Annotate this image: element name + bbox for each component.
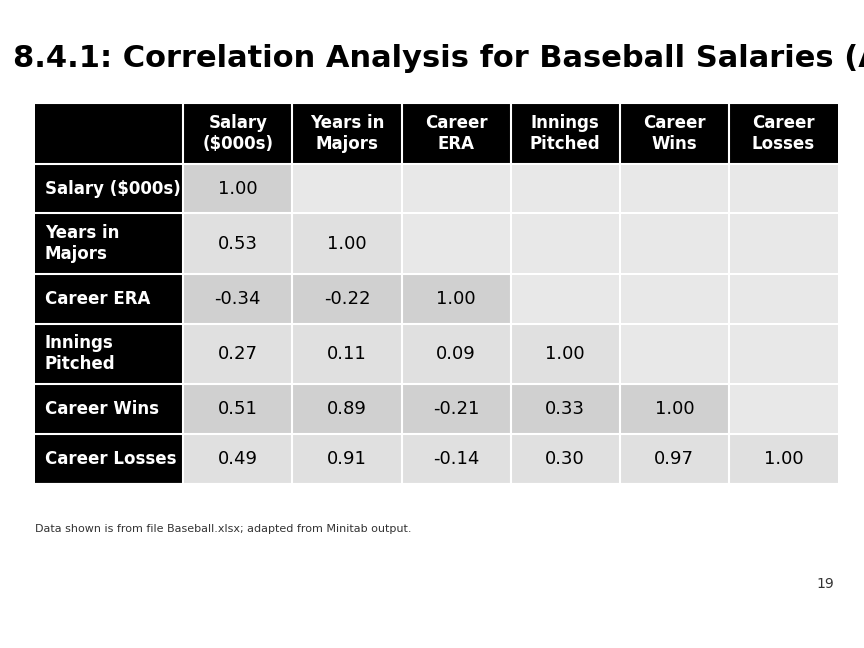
Bar: [35, 434, 183, 484]
Bar: [292, 274, 402, 323]
Bar: [183, 163, 292, 213]
Bar: [292, 384, 402, 434]
Text: 1.00: 1.00: [218, 179, 257, 198]
Bar: [292, 434, 402, 484]
Bar: [183, 213, 292, 274]
Bar: [729, 274, 838, 323]
Text: Innings
Pitched: Innings Pitched: [45, 334, 116, 373]
Bar: [292, 323, 402, 384]
Bar: [183, 323, 292, 384]
Text: 1.00: 1.00: [545, 345, 585, 363]
Bar: [511, 384, 619, 434]
Text: 0.11: 0.11: [327, 345, 367, 363]
Bar: [183, 384, 292, 434]
Text: Innings
Pitched: Innings Pitched: [530, 114, 600, 153]
Bar: [183, 434, 292, 484]
Bar: [729, 103, 838, 163]
Text: 0.51: 0.51: [218, 400, 257, 418]
Text: Career
Wins: Career Wins: [643, 114, 706, 153]
Text: 1.00: 1.00: [436, 290, 476, 308]
Text: © 2013 Cengage Learning. All Rights Reserved. May not be copied, scanned, or dup: © 2013 Cengage Learning. All Rights Rese…: [144, 619, 720, 638]
Bar: [511, 213, 619, 274]
Text: Career Losses: Career Losses: [45, 450, 176, 468]
Bar: [511, 323, 619, 384]
Bar: [511, 103, 619, 163]
Bar: [292, 213, 402, 274]
Bar: [729, 163, 838, 213]
Bar: [35, 163, 183, 213]
Bar: [511, 163, 619, 213]
Bar: [729, 213, 838, 274]
Bar: [402, 103, 511, 163]
Bar: [619, 213, 729, 274]
Bar: [35, 323, 183, 384]
Bar: [619, 434, 729, 484]
Text: 0.89: 0.89: [327, 400, 367, 418]
Bar: [729, 323, 838, 384]
Text: Salary ($000s): Salary ($000s): [45, 179, 181, 198]
Text: 0.49: 0.49: [218, 450, 257, 468]
Bar: [35, 213, 183, 274]
Text: Career Wins: Career Wins: [45, 400, 159, 418]
Bar: [511, 274, 619, 323]
Text: 0.09: 0.09: [436, 345, 476, 363]
Bar: [292, 163, 402, 213]
Bar: [35, 384, 183, 434]
Bar: [402, 213, 511, 274]
Text: Years in
Majors: Years in Majors: [309, 114, 384, 153]
Text: 1.00: 1.00: [327, 235, 366, 253]
Text: 8.4.1: Correlation Analysis for Baseball Salaries (A): 8.4.1: Correlation Analysis for Baseball…: [13, 44, 864, 73]
Text: Career
ERA: Career ERA: [425, 114, 487, 153]
Bar: [183, 103, 292, 163]
Bar: [619, 323, 729, 384]
Text: 0.53: 0.53: [218, 235, 257, 253]
Bar: [619, 163, 729, 213]
Bar: [619, 274, 729, 323]
Text: 1.00: 1.00: [655, 400, 694, 418]
Text: 1.00: 1.00: [764, 450, 804, 468]
Bar: [183, 274, 292, 323]
Bar: [729, 384, 838, 434]
Text: 0.27: 0.27: [218, 345, 257, 363]
Text: Years in
Majors: Years in Majors: [45, 224, 119, 263]
Text: 0.33: 0.33: [545, 400, 585, 418]
Text: -0.22: -0.22: [324, 290, 370, 308]
Bar: [619, 384, 729, 434]
Text: 0.91: 0.91: [327, 450, 367, 468]
Text: Salary
($000s): Salary ($000s): [202, 114, 273, 153]
Text: Data shown is from file Baseball.xlsx; adapted from Minitab output.: Data shown is from file Baseball.xlsx; a…: [35, 524, 411, 534]
Bar: [619, 103, 729, 163]
Text: 19: 19: [816, 577, 834, 592]
Bar: [729, 434, 838, 484]
Bar: [35, 274, 183, 323]
Text: 0.30: 0.30: [545, 450, 585, 468]
Bar: [402, 434, 511, 484]
Bar: [292, 103, 402, 163]
Bar: [402, 163, 511, 213]
Text: -0.14: -0.14: [433, 450, 480, 468]
Text: 0.97: 0.97: [654, 450, 695, 468]
Bar: [402, 274, 511, 323]
Bar: [35, 103, 183, 163]
Bar: [511, 434, 619, 484]
Text: Career
Losses: Career Losses: [752, 114, 815, 153]
Bar: [402, 384, 511, 434]
Bar: [402, 323, 511, 384]
Text: -0.34: -0.34: [214, 290, 261, 308]
Text: -0.21: -0.21: [433, 400, 480, 418]
Text: Career ERA: Career ERA: [45, 290, 150, 308]
